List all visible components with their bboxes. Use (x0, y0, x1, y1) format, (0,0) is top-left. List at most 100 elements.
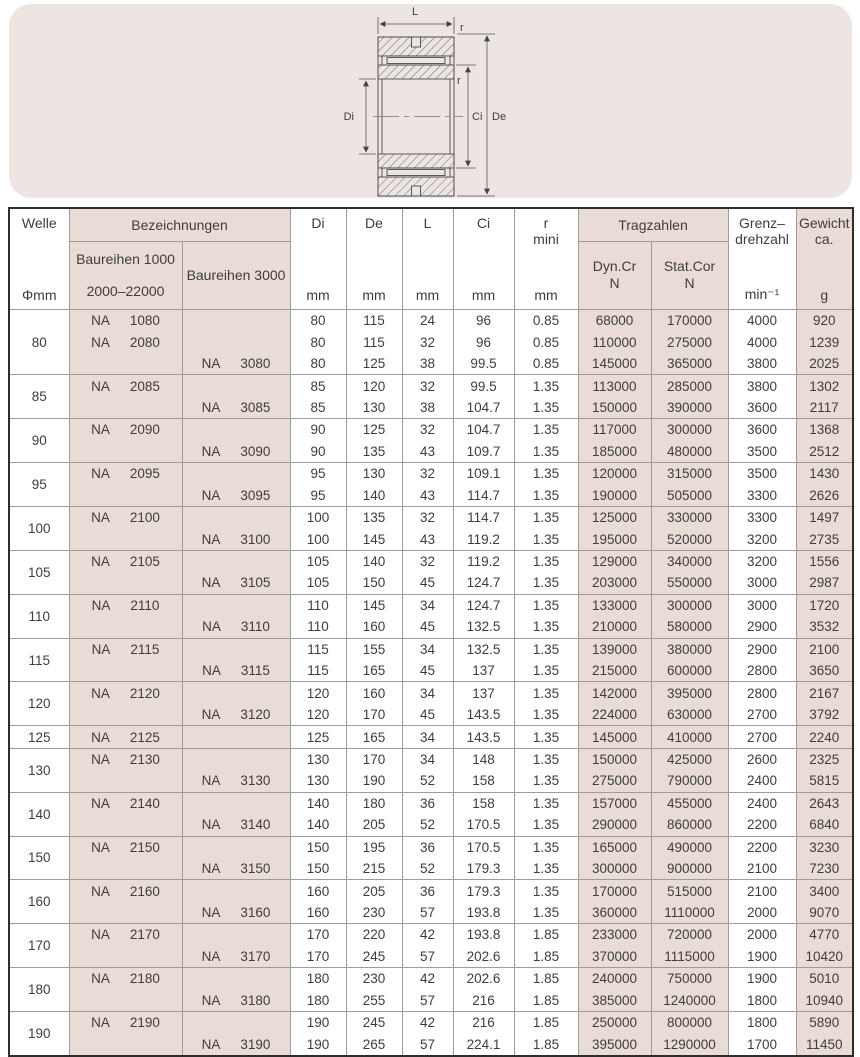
cell-de: 150 (345, 572, 403, 595)
cell-di: 170 (289, 945, 347, 968)
dim-label-L: L (412, 6, 418, 18)
cell-di: 120 (289, 703, 347, 726)
cell-designation-b3000: NA 3190 (181, 1033, 291, 1056)
bearing-drawing (373, 36, 463, 197)
cell-stat-cor: 800000 (650, 1011, 729, 1034)
cell-welle: 125 (8, 725, 70, 749)
header-r-mini: r mini mm (513, 207, 579, 310)
cell-r-mini: 1.35 (513, 528, 579, 551)
cell-ci: 193.8 (452, 923, 515, 946)
cell-de: 125 (345, 352, 403, 375)
cell-gewicht: 2117 (795, 396, 854, 419)
table-row: NA 3180 180 255 57 216 1.85 385000 1240000 1800 10… (9, 989, 854, 1012)
cell-dyn-cr: 370000 (577, 945, 652, 968)
table-row: NA 3095 95 140 43 114.7 1.35 190000 505000 3300 26… (9, 484, 854, 507)
cell-welle: 180 (8, 967, 70, 1012)
cell-designation-b3000: NA 3170 (181, 945, 291, 968)
cell-di: 115 (289, 637, 347, 660)
cell-gewicht: 5815 (795, 770, 854, 793)
cell-grenzdrehzahl: 3800 (727, 352, 797, 375)
cell-designation-b3000 (181, 593, 291, 617)
cell-de: 170 (345, 703, 403, 726)
cell-designation-b1000 (68, 440, 183, 463)
table-row: 110 NA 2110 110 145 34 124.7 1.35 133000 300000 30… (8, 593, 854, 639)
cell-stat-cor: 600000 (650, 660, 729, 682)
cell-designation-b3000 (181, 879, 291, 902)
cell-dyn-cr: 157000 (577, 791, 652, 815)
cell-r-mini: 1.35 (513, 462, 579, 485)
cell-gewicht: 2735 (795, 528, 854, 551)
cell-stat-cor: 490000 (650, 835, 729, 858)
cell-stat-cor: 395000 (650, 681, 729, 704)
cell-l: 32 (401, 418, 454, 441)
cell-stat-cor: 1115000 (650, 945, 729, 968)
cell-ci: 104.7 (452, 396, 515, 419)
cell-l: 32 (401, 462, 454, 485)
cell-gewicht: 2240 (795, 725, 854, 749)
header-welle: Welle Φmm (8, 207, 70, 310)
cell-gewicht: 3400 (795, 879, 854, 902)
cell-gewicht: 10940 (795, 989, 854, 1012)
cell-designation-b3000: NA 3095 (181, 484, 291, 507)
cell-gewicht: 1368 (795, 418, 854, 441)
cell-ci: 193.8 (452, 901, 515, 924)
cell-ci: 109.7 (452, 440, 515, 463)
cell-ci: 114.7 (452, 484, 515, 507)
cell-grenzdrehzahl: 2400 (727, 791, 797, 815)
cell-ci: 148 (452, 747, 515, 771)
cell-r-mini: 1.35 (513, 901, 579, 924)
cell-de: 180 (345, 791, 403, 815)
cell-designation-b1000 (68, 484, 183, 507)
cell-grenzdrehzahl: 1700 (727, 1033, 797, 1056)
cell-di: 180 (289, 967, 347, 990)
cell-welle: 170 (8, 923, 70, 968)
cell-stat-cor: 330000 (650, 505, 729, 529)
cell-dyn-cr: 300000 (577, 857, 652, 880)
cell-stat-cor: 550000 (650, 572, 729, 595)
cell-r-mini: 1.35 (513, 835, 579, 858)
cell-stat-cor: 275000 (650, 331, 729, 353)
cell-di: 130 (289, 747, 347, 771)
cell-designation-b3000 (181, 967, 291, 990)
cell-designation-b3000: NA 3120 (181, 703, 291, 726)
cell-l: 43 (401, 528, 454, 551)
cell-grenzdrehzahl: 3300 (727, 505, 797, 529)
table-row: 190 NA 2190 190 245 42 216 1.85 250000 800000 1800… (8, 1010, 854, 1056)
cell-stat-cor: 425000 (650, 747, 729, 771)
cell-dyn-cr: 250000 (577, 1011, 652, 1034)
cell-r-mini: 1.35 (513, 681, 579, 704)
cell-grenzdrehzahl: 4000 (727, 331, 797, 353)
cell-grenzdrehzahl: 2200 (727, 814, 797, 836)
cell-designation-b1000: NA 2180 (68, 967, 183, 990)
cell-designation-b3000 (181, 462, 291, 485)
cell-welle: 190 (8, 1010, 70, 1056)
cell-l: 34 (401, 725, 454, 749)
cell-l: 57 (401, 989, 454, 1012)
cell-designation-b1000 (68, 572, 183, 595)
cell-ci: 104.7 (452, 418, 515, 441)
cell-designation-b1000: NA 2160 (68, 879, 183, 902)
cell-designation-b3000: NA 3140 (181, 814, 291, 836)
cell-gewicht: 1497 (795, 505, 854, 529)
cell-designation-b1000: NA 2100 (68, 505, 183, 529)
header-tragzahlen: Tragzahlen (577, 207, 729, 242)
cell-l: 38 (401, 396, 454, 419)
cell-designation-b3000 (181, 549, 291, 573)
cell-l: 34 (401, 747, 454, 771)
cell-designation-b3000: NA 3160 (181, 901, 291, 924)
cell-gewicht: 4770 (795, 923, 854, 946)
cell-l: 38 (401, 352, 454, 375)
cell-di: 130 (289, 770, 347, 793)
cell-di: 110 (289, 616, 347, 639)
cell-dyn-cr: 233000 (577, 923, 652, 946)
cell-gewicht: 2100 (795, 637, 854, 660)
cell-welle: 105 (8, 549, 70, 595)
table-row: 105 NA 2105 105 140 32 119.2 1.35 129000 340000 32… (8, 549, 854, 595)
table-row: 140 NA 2140 140 180 36 158 1.35 157000 455000 2400… (8, 791, 854, 836)
cell-gewicht: 1430 (795, 462, 854, 485)
cell-l: 52 (401, 770, 454, 793)
cell-gewicht: 3792 (795, 703, 854, 726)
table-row: 80 NA 1080 80 115 24 96 0.85 68000 170000 4000 920 (8, 308, 854, 375)
cell-designation-b1000: NA 2085 (68, 374, 183, 397)
table-row: 125 NA 2125 125 165 34 143.5 1.35 145000 410000 27… (8, 725, 854, 749)
